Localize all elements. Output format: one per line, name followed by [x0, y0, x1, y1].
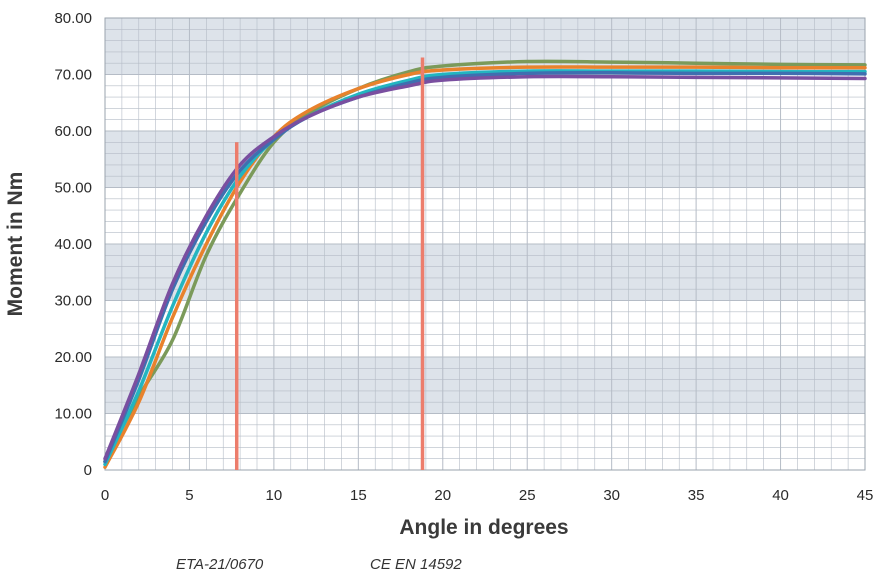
x-tick-label: 30 — [603, 487, 620, 504]
x-tick-label: 25 — [519, 487, 536, 504]
y-tick-label: 0 — [84, 462, 92, 479]
y-tick-label: 20.00 — [54, 349, 92, 366]
grid-lines — [104, 17, 866, 471]
y-tick-label: 50.00 — [54, 180, 92, 197]
x-tick-label: 45 — [857, 487, 874, 504]
y-tick-label: 40.00 — [54, 236, 92, 253]
eta-reference: ETA-21/0670 — [176, 556, 264, 573]
marker-lines — [234, 57, 425, 470]
y-tick-label: 60.00 — [54, 123, 92, 140]
shaded-band — [105, 244, 865, 301]
y-tick-label: 10.00 — [54, 406, 92, 423]
x-tick-label: 0 — [101, 487, 109, 504]
plot-frame — [104, 17, 866, 471]
y-tick-label: 70.00 — [54, 67, 92, 84]
data-series — [103, 59, 867, 469]
x-tick-label: 40 — [772, 487, 789, 504]
series-line-2 — [103, 65, 867, 469]
x-tick-labels: 0 5 10 15 20 25 30 35 40 45 — [101, 487, 874, 504]
x-tick-label: 5 — [185, 487, 193, 504]
x-axis-title: Angle in degrees — [399, 516, 568, 539]
y-tick-label: 80.00 — [54, 10, 92, 27]
y-tick-label: 30.00 — [54, 293, 92, 310]
shaded-band — [105, 357, 865, 414]
series-line-5 — [103, 74, 867, 461]
series-line-3 — [103, 69, 867, 467]
x-tick-label: 20 — [434, 487, 451, 504]
shaded-band — [105, 131, 865, 188]
y-tick-labels: 0 10.00 20.00 30.00 40.00 50.00 60.00 70.00 80.0… — [54, 10, 92, 479]
y-axis-title: Moment in Nm — [4, 172, 27, 317]
norm-reference: CE EN 14592 — [370, 556, 462, 573]
x-tick-label: 10 — [266, 487, 283, 504]
x-tick-label: 35 — [688, 487, 705, 504]
x-tick-label: 15 — [350, 487, 367, 504]
